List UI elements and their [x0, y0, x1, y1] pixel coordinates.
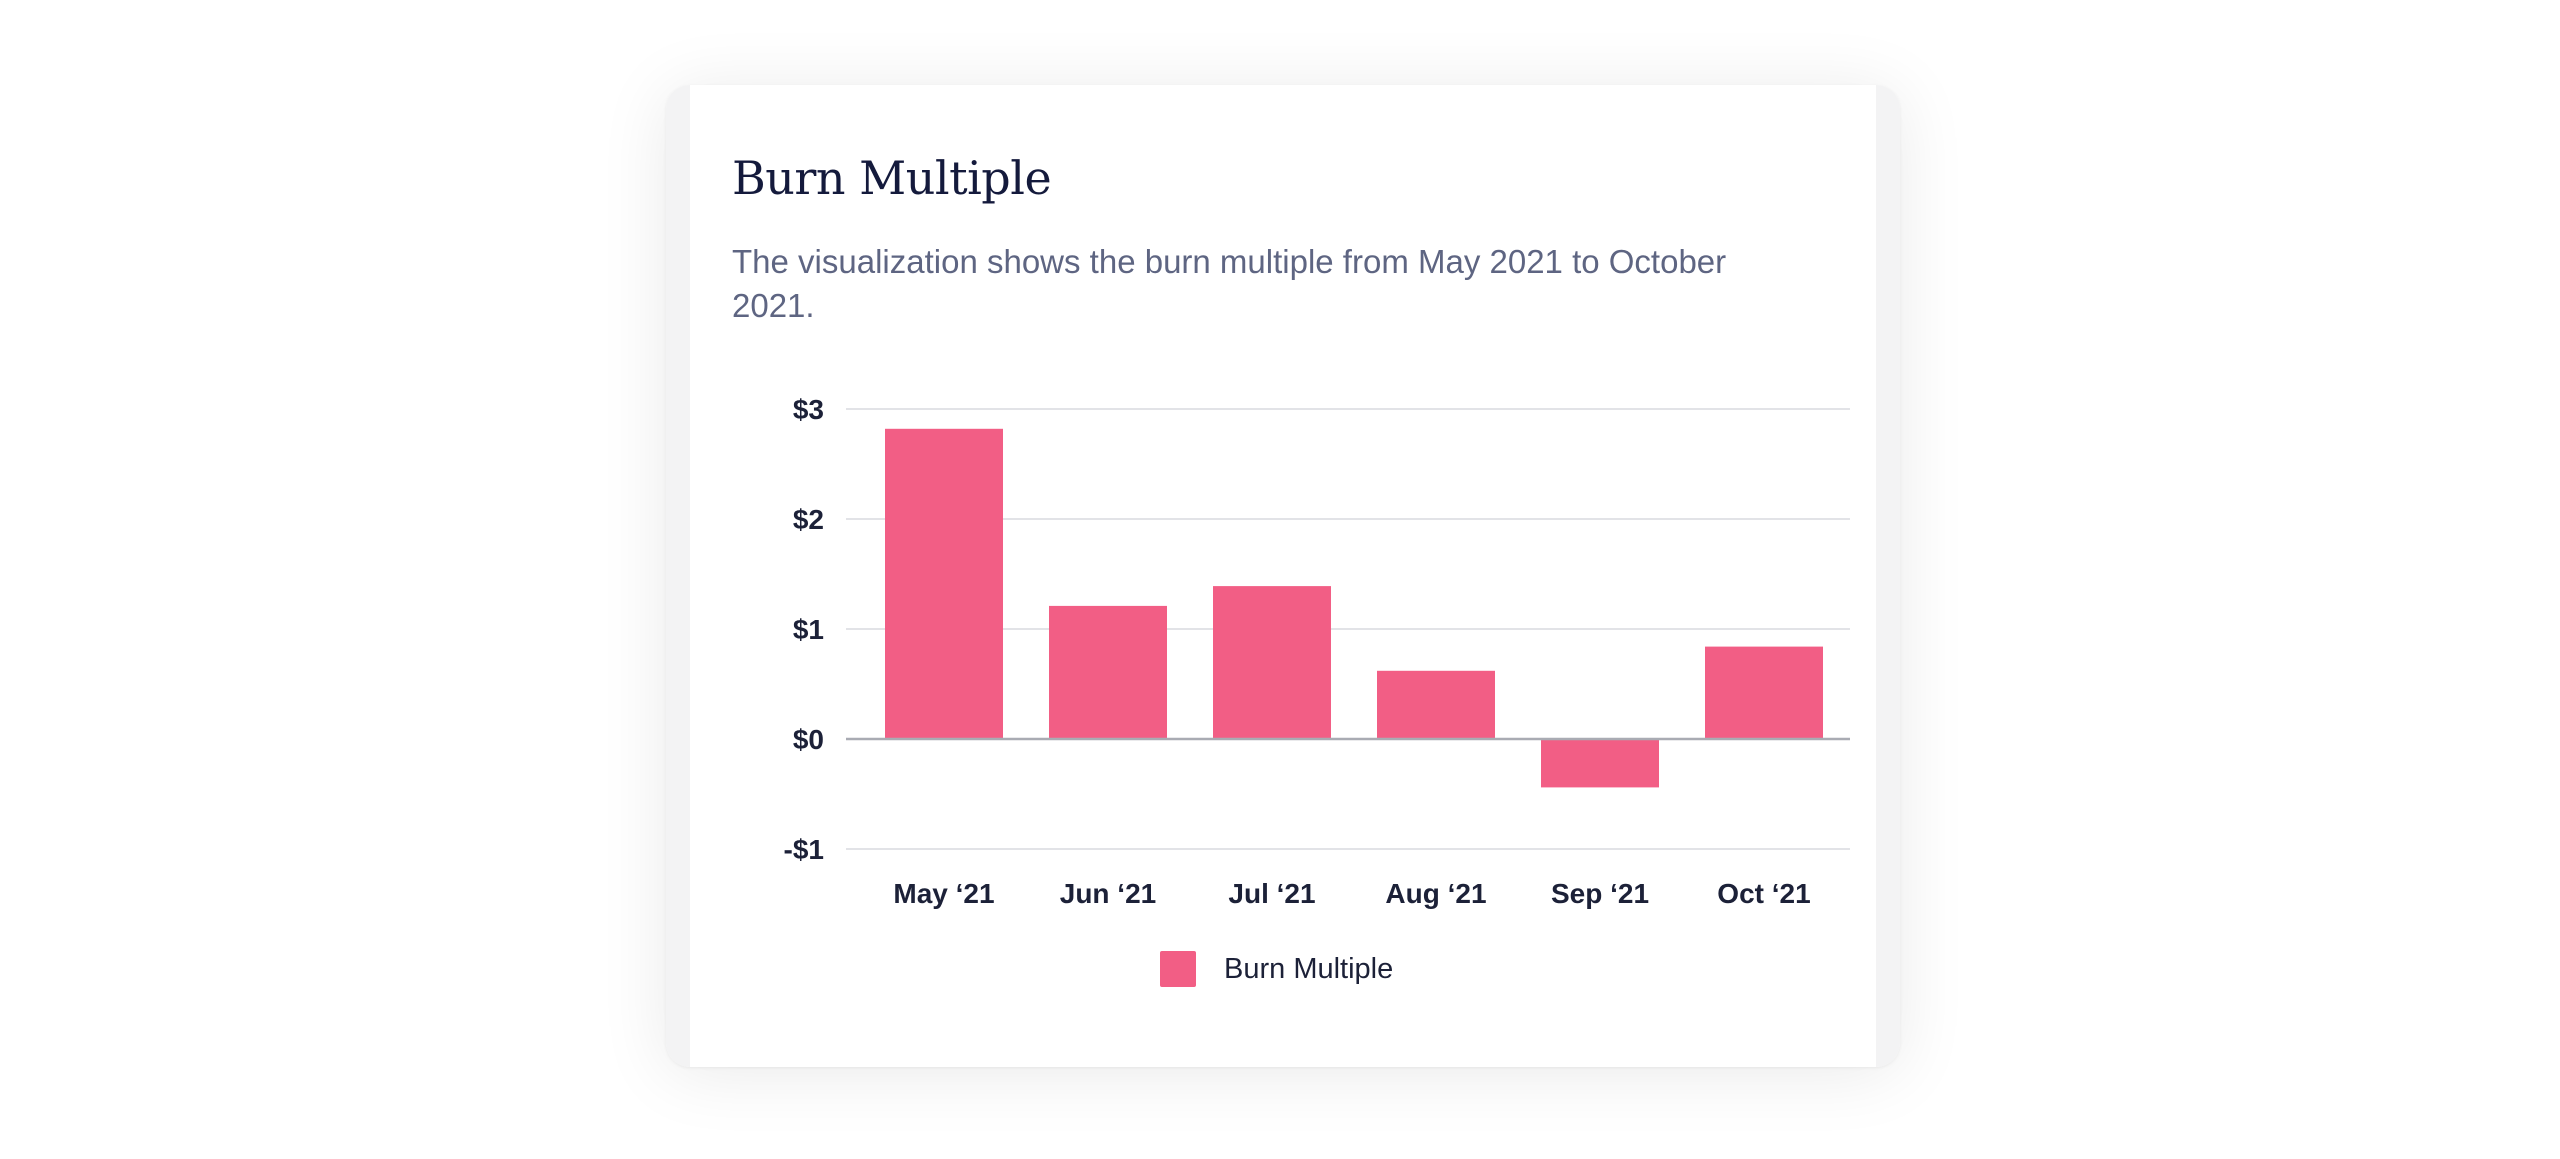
y-tick-label: $3 — [793, 394, 824, 425]
y-tick-label: -$1 — [784, 834, 824, 865]
card-right-edge — [1876, 85, 1900, 1067]
x-tick-label: Sep ‘21 — [1551, 878, 1649, 909]
bar[interactable] — [1213, 586, 1331, 739]
bar[interactable] — [1541, 739, 1659, 788]
bar[interactable] — [1049, 605, 1167, 739]
chart-description: The visualization shows the burn multipl… — [732, 243, 1727, 324]
y-tick-label: $1 — [793, 614, 824, 645]
x-tick-label: Jun ‘21 — [1060, 878, 1156, 909]
chart-title: Burn Multiple — [732, 151, 1052, 205]
x-tick-label: Aug ‘21 — [1385, 878, 1486, 909]
y-tick-label: $2 — [793, 504, 824, 535]
chart-card: Burn Multiple The visualization shows th… — [666, 85, 1900, 1067]
chart-legend: Burn Multiple — [1160, 951, 1393, 987]
bar[interactable] — [1377, 670, 1495, 739]
x-tick-label: Jul ‘21 — [1228, 878, 1315, 909]
x-tick-label: Oct ‘21 — [1717, 878, 1810, 909]
bar[interactable] — [1705, 646, 1823, 739]
legend-label: Burn Multiple — [1224, 952, 1394, 985]
y-tick-label: $0 — [793, 724, 824, 755]
x-tick-label: May ‘21 — [893, 878, 994, 909]
bars — [885, 428, 1823, 788]
y-axis-ticks: $3 $2 $1 $0 -$1 — [784, 394, 824, 865]
legend-swatch — [1160, 951, 1196, 987]
bar[interactable] — [885, 428, 1003, 739]
gridlines — [846, 408, 1850, 850]
card-left-edge — [666, 85, 690, 1067]
bar-chart: $3 $2 $1 $0 -$1 May ‘21 Jun ‘21 Jul ‘21 Aug ‘21… — [784, 394, 1850, 909]
x-axis-ticks: May ‘21 Jun ‘21 Jul ‘21 Aug ‘21 Sep ‘21 Oct ‘… — [893, 878, 1810, 909]
